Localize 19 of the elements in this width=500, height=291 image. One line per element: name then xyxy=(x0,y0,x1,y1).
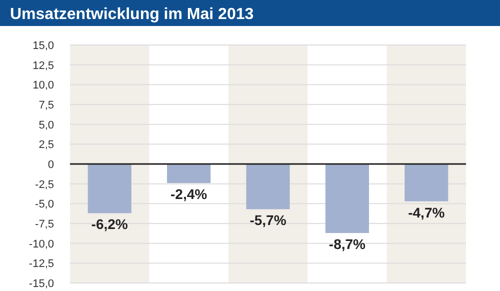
y-tick-label: -2,5 xyxy=(35,178,54,191)
chart-title: Umsatzentwicklung im Mai 2013 xyxy=(10,6,254,23)
y-tick-label: -15,0 xyxy=(28,278,54,290)
y-tick-label: -10,0 xyxy=(28,238,54,250)
y-tick-label: 15,0 xyxy=(32,40,54,52)
data-label: -8,7% xyxy=(328,236,366,252)
y-tick-label: 10,0 xyxy=(32,80,54,92)
data-label: -4,7% xyxy=(408,204,446,220)
y-tick-label: 2,5 xyxy=(38,139,54,152)
y-tick-label: 5,0 xyxy=(38,119,54,132)
data-label: -5,7% xyxy=(250,212,287,228)
y-tick-label: -5,0 xyxy=(35,198,54,211)
y-tick-label: -7,5 xyxy=(35,218,54,230)
y-tick-label: -12,5 xyxy=(28,258,54,270)
data-label: -2,4% xyxy=(170,186,208,202)
y-tick-label: 0 xyxy=(48,159,54,171)
y-tick-label: 12,5 xyxy=(32,60,54,72)
data-label: -6,2% xyxy=(91,216,128,232)
y-tick-label: 7,5 xyxy=(38,100,54,112)
